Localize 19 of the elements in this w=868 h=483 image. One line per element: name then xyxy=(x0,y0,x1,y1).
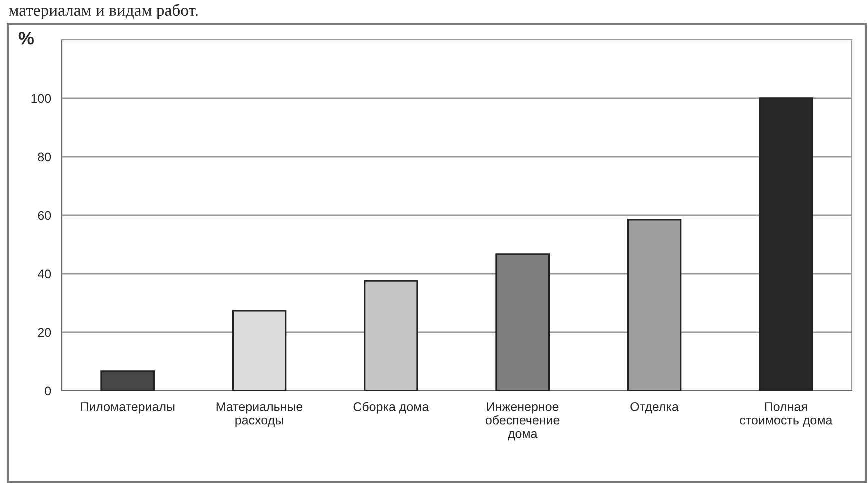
text: материалам и видам работ. xyxy=(9,4,198,20)
x-tick-label: Отделка xyxy=(630,402,679,414)
y-axis-title: % xyxy=(18,32,34,45)
y-tick-label: 100 xyxy=(32,94,52,104)
bar xyxy=(496,254,550,391)
x-tick-label: Полная стоимость дома xyxy=(740,402,833,428)
y-tick-label: 20 xyxy=(38,328,52,338)
y-tick-label: 60 xyxy=(38,211,52,220)
bar xyxy=(100,370,155,391)
bar xyxy=(232,310,287,391)
y-tick-label: 0 xyxy=(45,386,52,396)
bar xyxy=(759,98,814,391)
x-tick-label: Сборка дома xyxy=(354,402,430,414)
x-tick-label: Инженерное обеспечение дома xyxy=(486,402,560,441)
x-tick-label: Материальные расходы xyxy=(216,402,303,428)
y-tick-label: 80 xyxy=(38,152,52,162)
x-tick-label: Пиломатериалы xyxy=(81,402,175,414)
y-tick-label: 40 xyxy=(38,270,52,279)
bar xyxy=(364,280,418,391)
